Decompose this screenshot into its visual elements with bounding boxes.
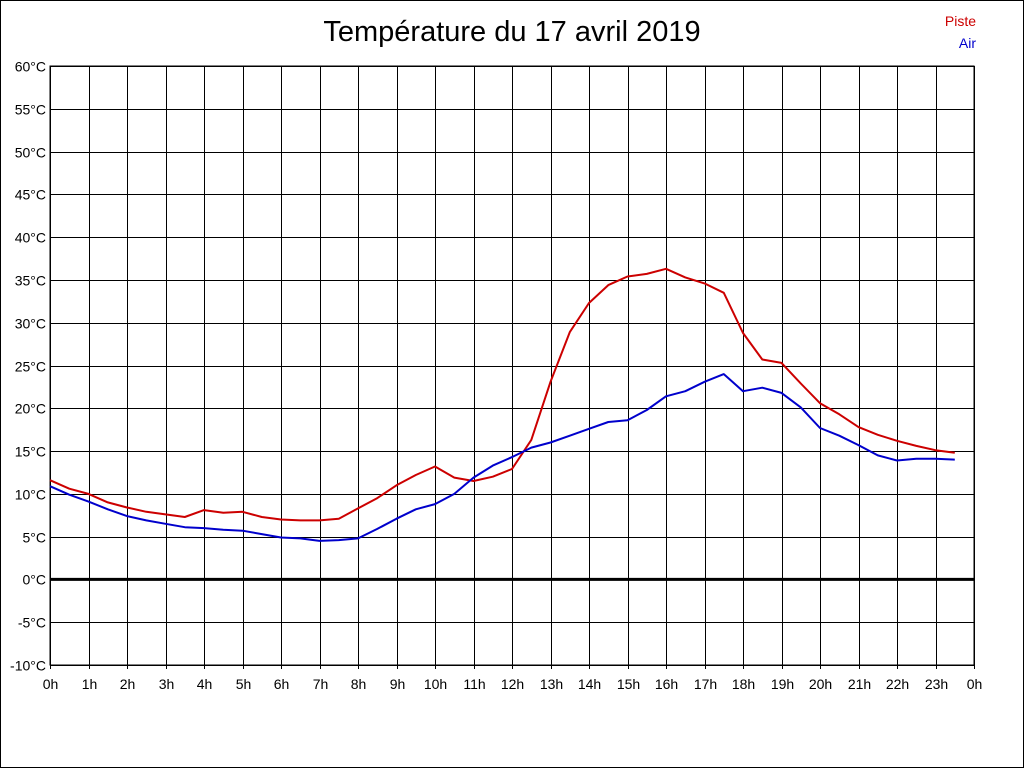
x-tick-label: 11h	[463, 676, 485, 692]
y-tick-label: 45°C	[15, 187, 46, 203]
tick-labels: -10°C -5°C 0°C 5°C 10°C 15°C 20°C 25°C 30°C 35°C 4…	[10, 59, 982, 693]
x-tick-label: 18h	[732, 676, 755, 692]
x-tick-label: 8h	[351, 676, 367, 692]
y-tick-label: 40°C	[15, 230, 46, 246]
x-tick-label: 6h	[274, 676, 290, 692]
series-line-piste	[49, 267, 955, 522]
x-tick-label: 15h	[617, 676, 640, 692]
x-tick-label: 10h	[424, 676, 447, 692]
x-tick-label: 2h	[120, 676, 136, 692]
x-tick-label: 17h	[694, 676, 717, 692]
y-tick-label: 35°C	[15, 273, 46, 289]
x-tick-label: 22h	[886, 676, 909, 692]
y-tick-label: 55°C	[15, 102, 46, 118]
legend-entry-piste: Piste	[944, 13, 976, 29]
x-tick-label: 16h	[655, 676, 678, 692]
legend-entry-air: Air	[958, 35, 976, 51]
y-tick-label: 5°C	[23, 530, 47, 546]
y-tick-label: 20°C	[15, 401, 46, 417]
y-tick-label: 15°C	[15, 444, 46, 460]
x-tick-label: 13h	[540, 676, 563, 692]
x-tick-label: 21h	[848, 676, 871, 692]
y-tick-label: 60°C	[15, 59, 46, 75]
x-tick-label: 20h	[809, 676, 832, 692]
y-tick-label: 10°C	[15, 487, 46, 503]
x-tick-label: 19h	[771, 676, 794, 692]
x-tick-label: 4h	[197, 676, 213, 692]
series-lines	[49, 267, 955, 542]
x-tick-label: 12h	[501, 676, 524, 692]
x-tick-label: 1h	[82, 676, 98, 692]
x-tick-label: 0h	[967, 676, 983, 692]
y-tick-label: 50°C	[15, 145, 46, 161]
series-line-air	[49, 373, 955, 542]
x-tick-label: 9h	[390, 676, 406, 692]
x-tick-label: 5h	[236, 676, 252, 692]
x-tick-label: 0h	[43, 676, 59, 692]
x-tick-label: 7h	[313, 676, 329, 692]
y-tick-label: 30°C	[15, 316, 46, 332]
grid-lines	[49, 65, 975, 669]
x-tick-label: 23h	[925, 676, 948, 692]
y-tick-label: -5°C	[18, 615, 46, 631]
x-tick-label: 14h	[578, 676, 601, 692]
x-tick-label: 3h	[159, 676, 175, 692]
chart-title: Température du 17 avril 2019	[323, 16, 701, 48]
y-tick-label: 0°C	[23, 572, 47, 588]
y-tick-label: -10°C	[10, 658, 46, 674]
y-tick-label: 25°C	[15, 359, 46, 375]
